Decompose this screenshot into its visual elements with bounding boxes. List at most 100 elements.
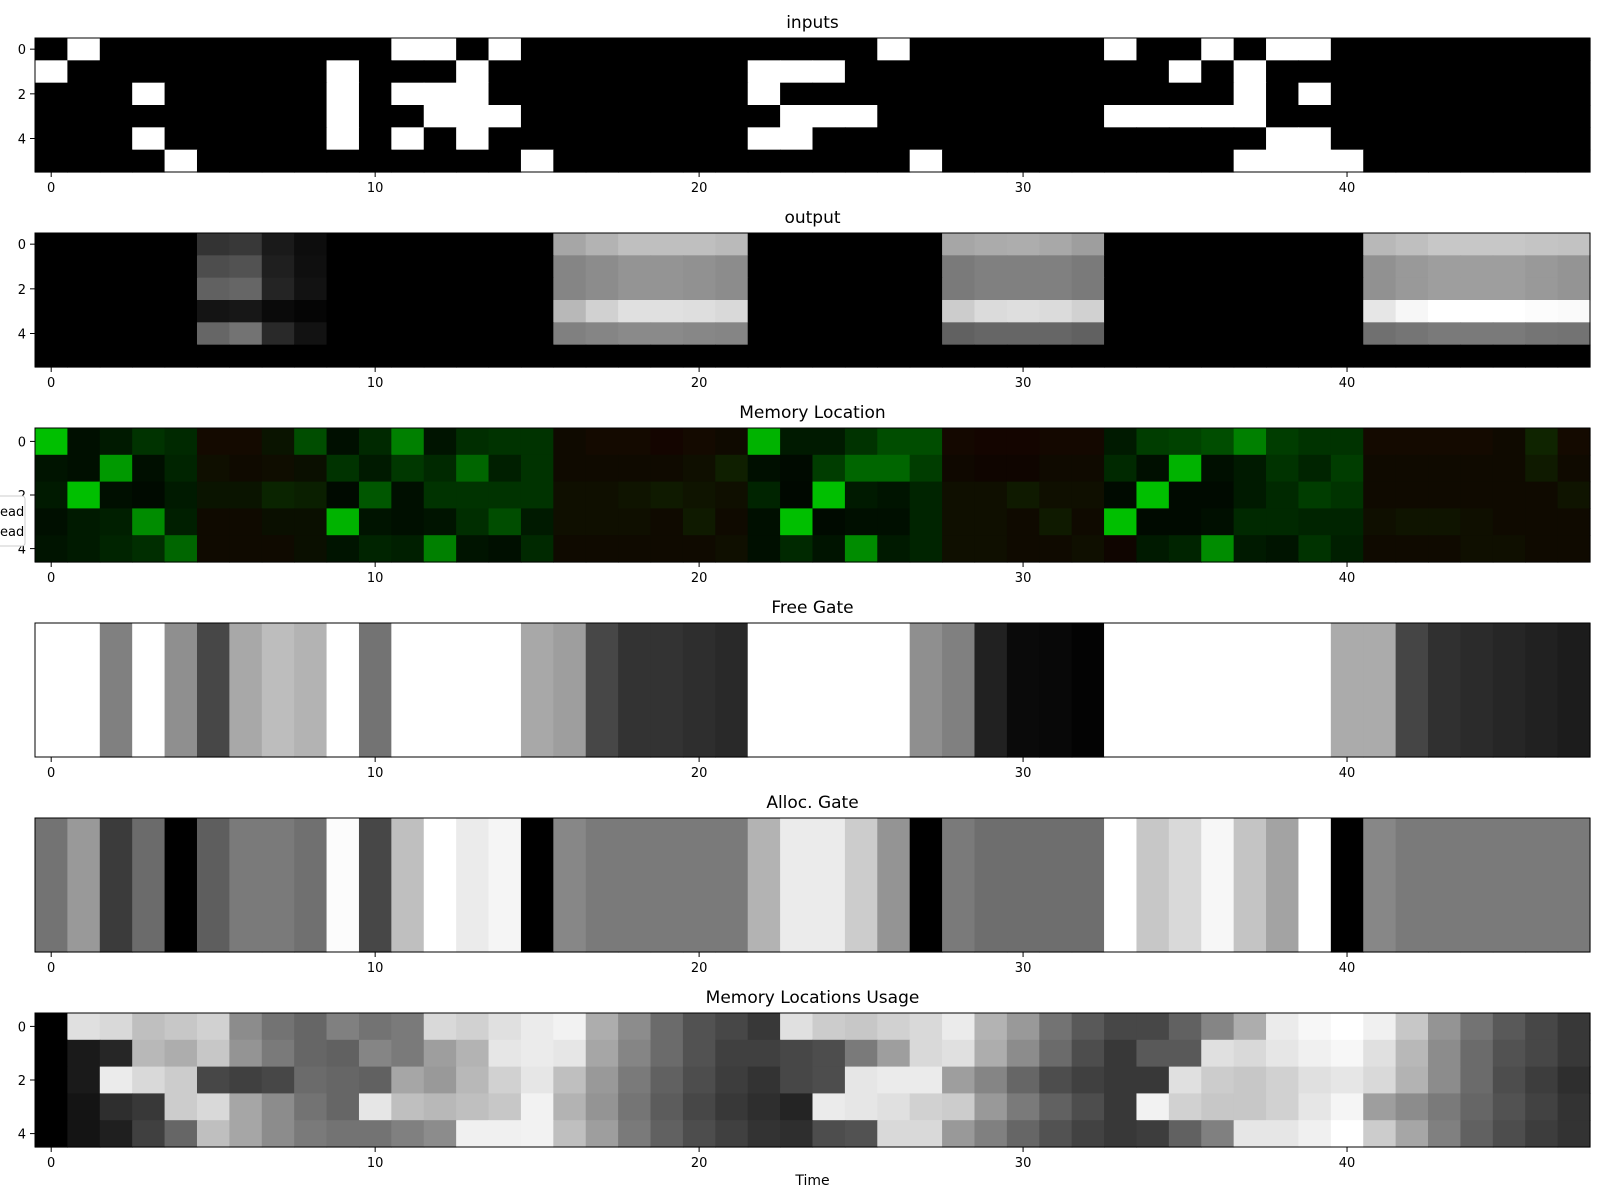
heatmap-cell	[35, 300, 68, 323]
heatmap-cell	[391, 322, 425, 346]
heatmap-cell	[1395, 428, 1429, 456]
heatmap-cell	[812, 1066, 846, 1094]
heatmap-cell	[1104, 300, 1138, 323]
heatmap-cell	[1557, 535, 1591, 563]
heatmap-cell	[1071, 1066, 1105, 1094]
heatmap-cell	[520, 38, 554, 61]
heatmap-cell	[229, 322, 263, 346]
heatmap-cell	[261, 1120, 295, 1148]
heatmap-cell	[553, 1120, 587, 1148]
heatmap-cell	[391, 277, 425, 301]
heatmap-cell	[780, 277, 814, 301]
heatmap-cell	[747, 1039, 781, 1068]
heatmap-cell	[780, 60, 814, 84]
heatmap-cell	[1298, 818, 1332, 953]
heatmap-cell	[844, 277, 878, 301]
heatmap-cell	[974, 344, 1008, 368]
heatmap-cell	[132, 818, 166, 953]
heatmap-cell	[326, 233, 360, 256]
heatmap-cell	[132, 1093, 166, 1121]
heatmap-cell	[196, 127, 230, 151]
heatmap-cell	[1168, 300, 1202, 323]
heatmap-cell	[423, 255, 457, 279]
heatmap-cell	[456, 127, 490, 151]
heatmap-cell	[1330, 322, 1364, 346]
heatmap-cell	[974, 322, 1008, 346]
heatmap-cell	[229, 300, 263, 323]
heatmap-cell	[261, 454, 295, 483]
heatmap-cell	[650, 1120, 684, 1148]
heatmap-cell	[1428, 428, 1462, 456]
heatmap-cell	[229, 1039, 263, 1068]
heatmap-cell	[1428, 233, 1462, 256]
heatmap-cell	[844, 1093, 878, 1121]
heatmap-cell	[1428, 38, 1462, 61]
heatmap-cell	[488, 1120, 522, 1148]
heatmap-cell	[1006, 1039, 1040, 1068]
heatmap-cell	[391, 38, 425, 61]
x-tick-label: 0	[47, 766, 55, 781]
heatmap-cell	[1006, 508, 1040, 536]
heatmap-cell	[1460, 508, 1494, 536]
heatmap-cell	[358, 300, 392, 323]
x-tick-label: 40	[1339, 766, 1356, 781]
heatmap-cell	[423, 60, 457, 84]
heatmap-cell	[1266, 344, 1300, 368]
heatmap-cell	[423, 1066, 457, 1094]
heatmap-cell	[618, 1120, 652, 1148]
heatmap-cell	[553, 60, 587, 84]
heatmap-cell	[618, 300, 652, 323]
heatmap-cell	[196, 38, 230, 61]
heatmap-cell	[1395, 60, 1429, 84]
heatmap-cell	[35, 322, 68, 346]
heatmap-cell	[1330, 149, 1364, 173]
heatmap-cell	[99, 1093, 133, 1121]
heatmap-cell	[164, 149, 198, 173]
heatmap-cell	[164, 481, 198, 509]
heatmap-cell	[391, 481, 425, 509]
heatmap-cell	[682, 277, 716, 301]
heatmap-cell	[294, 481, 328, 509]
heatmap-cell	[35, 255, 68, 279]
heatmap-cell	[1266, 623, 1300, 758]
heatmap-cell	[1525, 300, 1559, 323]
heatmap-cell	[1330, 344, 1364, 368]
heatmap-cell	[326, 277, 360, 301]
heatmap-cell	[423, 481, 457, 509]
heatmap-cell	[1104, 149, 1138, 173]
heatmap-cell	[1525, 1093, 1559, 1121]
heatmap-cell	[1363, 300, 1397, 323]
heatmap-cell	[974, 127, 1008, 151]
heatmap-cell	[164, 1066, 198, 1094]
heatmap-cell	[1492, 60, 1526, 84]
heatmap-cell	[1104, 623, 1138, 758]
heatmap-cell	[1136, 428, 1170, 456]
heatmap-cell	[229, 1120, 263, 1148]
heatmap-cell	[682, 623, 716, 758]
heatmap-cell	[1557, 1013, 1591, 1041]
heatmap-cell	[715, 344, 749, 368]
heatmap-cell	[553, 149, 587, 173]
heatmap-cell	[520, 481, 554, 509]
heatmap-cell	[229, 344, 263, 368]
heatmap-cell	[1298, 454, 1332, 483]
heatmap-cell	[585, 149, 619, 173]
heatmap-cell	[1298, 255, 1332, 279]
heatmap-cell	[1136, 149, 1170, 173]
heatmap-cell	[358, 428, 392, 456]
heatmap-cell	[1428, 1093, 1462, 1121]
heatmap-cell	[1525, 82, 1559, 106]
heatmap-cell	[1233, 481, 1267, 509]
heatmap-cell	[132, 38, 166, 61]
heatmap-cell	[520, 1013, 554, 1041]
heatmap-cell	[1557, 149, 1591, 173]
heatmap-cell	[715, 127, 749, 151]
heatmap-cell	[1006, 1013, 1040, 1041]
heatmap-cell	[812, 127, 846, 151]
heatmap-cell	[35, 1120, 68, 1148]
heatmap-cell	[844, 454, 878, 483]
heatmap-cell	[844, 1066, 878, 1094]
heatmap-cell	[358, 255, 392, 279]
heatmap-cell	[1071, 1013, 1105, 1041]
heatmap-cell	[747, 535, 781, 563]
